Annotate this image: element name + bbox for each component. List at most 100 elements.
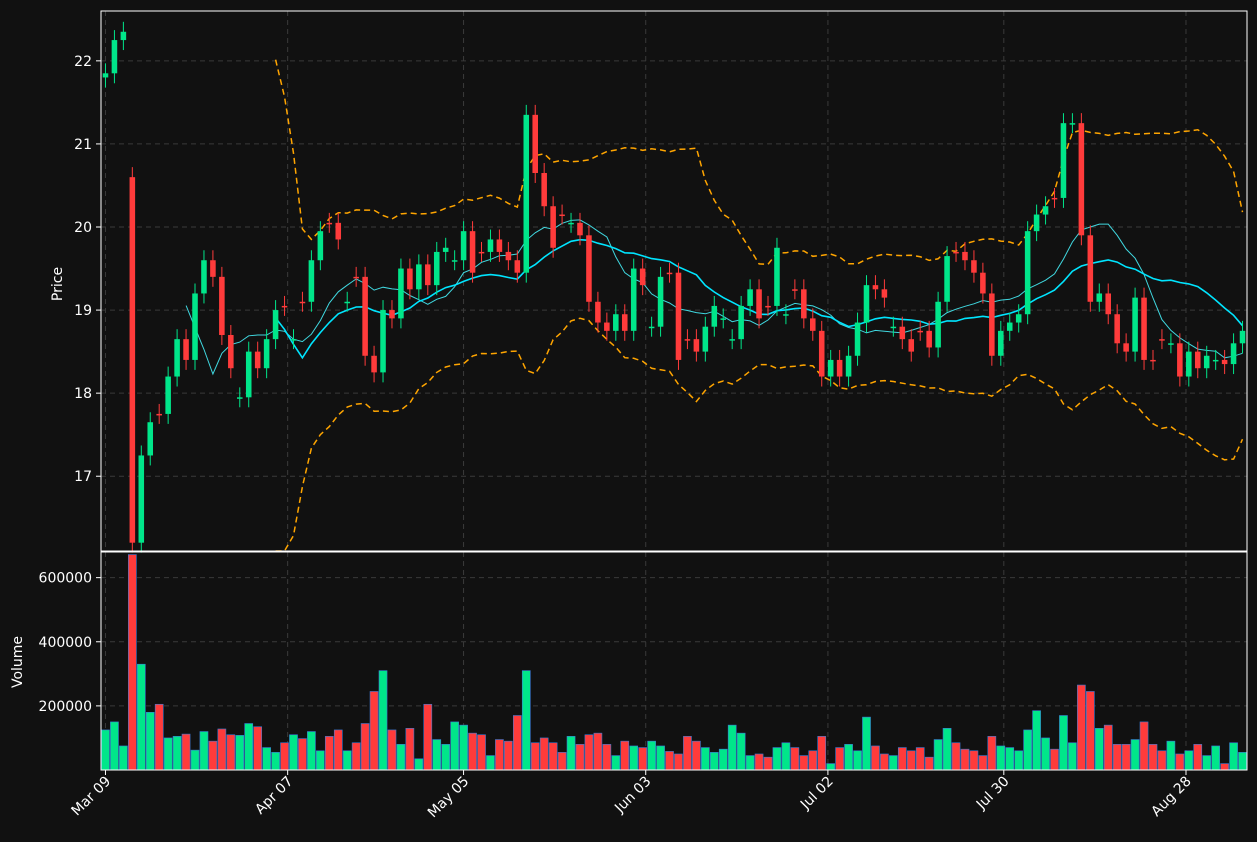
volume-bar	[548, 742, 558, 771]
volume-panel-frame	[100, 551, 1248, 771]
volume-bar	[405, 728, 415, 771]
candle-body	[854, 322, 861, 356]
candle-body	[639, 268, 646, 286]
volume-bar	[486, 755, 495, 771]
candle-body	[433, 251, 440, 286]
candle-body	[228, 335, 234, 369]
volume-tick-label: 400000	[39, 635, 92, 651]
candle-body	[1033, 214, 1040, 232]
volume-bar	[1005, 747, 1015, 771]
volume-bar	[629, 745, 639, 771]
candle-body	[944, 256, 950, 302]
candle-body	[595, 301, 601, 323]
volume-bar	[333, 729, 343, 771]
candle-body	[666, 272, 673, 275]
volume-bar	[280, 742, 289, 771]
candle-body	[1006, 322, 1013, 331]
volume-bar	[369, 691, 379, 771]
candle-body	[299, 301, 306, 304]
candle-body	[1051, 197, 1058, 200]
volume-bar	[378, 670, 388, 771]
candle-body	[648, 326, 655, 329]
volume-bar	[1139, 721, 1149, 771]
candle-body	[156, 413, 162, 416]
candle-body	[962, 251, 968, 261]
candle-body	[514, 260, 521, 273]
candle-body	[183, 339, 189, 360]
volume-bar	[692, 740, 701, 771]
candle-body	[272, 310, 279, 340]
candle-body	[971, 260, 977, 273]
volume-bar	[575, 744, 585, 771]
candle-body	[1150, 359, 1156, 362]
volume-bar	[960, 748, 970, 771]
volume-bar	[459, 724, 468, 771]
volume-bar	[101, 729, 110, 771]
candle-body	[451, 260, 458, 262]
volume-bar	[450, 721, 459, 771]
volume-bar	[853, 750, 862, 771]
candle-body	[792, 289, 798, 291]
candle-body	[1212, 359, 1219, 362]
candle-body	[809, 318, 816, 331]
candle-body	[998, 330, 1004, 356]
candle-body	[344, 301, 350, 304]
volume-bar	[880, 753, 889, 771]
volume-bar	[799, 755, 809, 771]
volume-y-ticks: 200000 400000 600000	[39, 571, 101, 715]
volume-bar	[1220, 763, 1229, 771]
price-grid	[101, 11, 1247, 551]
volume-bar	[924, 756, 934, 771]
candle-body	[604, 322, 610, 331]
volume-bar	[289, 734, 298, 771]
candle-body	[407, 268, 413, 290]
volume-bar	[1130, 739, 1140, 771]
volume-bar	[1166, 740, 1176, 771]
volume-bar	[396, 744, 406, 771]
candle-body	[1168, 343, 1174, 345]
candle-body	[872, 285, 879, 290]
candle-body	[693, 339, 700, 352]
volume-bar	[351, 742, 361, 771]
candle-body	[729, 339, 735, 341]
volume-bar	[172, 736, 182, 771]
volume-bar	[423, 703, 433, 771]
candle-body	[765, 305, 771, 308]
volume-bar	[674, 753, 683, 771]
volume-bar	[647, 740, 656, 771]
volume-bar	[1041, 737, 1050, 771]
volume-bar	[253, 726, 263, 771]
candle-body	[684, 339, 691, 341]
candle-body	[263, 339, 270, 369]
volume-bar	[1059, 715, 1068, 771]
candle-body	[219, 276, 225, 335]
volume-bar	[1193, 744, 1203, 771]
volume-bar	[593, 732, 603, 771]
candle-body	[201, 260, 207, 294]
volume-bar	[235, 735, 245, 771]
volume-bar	[942, 728, 952, 771]
volume-bar	[539, 737, 549, 771]
candle-body	[541, 173, 547, 207]
volume-bar	[826, 763, 836, 771]
volume-bar	[790, 747, 800, 771]
candle-body	[496, 239, 503, 252]
volume-bar	[889, 755, 898, 771]
candle-body	[1060, 123, 1067, 198]
volume-bar	[154, 703, 164, 771]
volume-bar	[1184, 750, 1194, 771]
candle-body	[290, 339, 297, 341]
candle-body	[362, 276, 368, 356]
volume-bar	[307, 731, 316, 771]
volume-bar	[862, 716, 871, 771]
candle-body	[380, 310, 386, 373]
candle-body	[586, 235, 592, 302]
candle-body	[120, 31, 127, 41]
volume-axis-label: Volume	[10, 636, 26, 688]
candle-body	[236, 397, 243, 399]
candle-body	[756, 289, 762, 319]
volume-bar	[835, 747, 844, 771]
candle-body	[577, 222, 583, 236]
candle-body	[935, 301, 941, 348]
